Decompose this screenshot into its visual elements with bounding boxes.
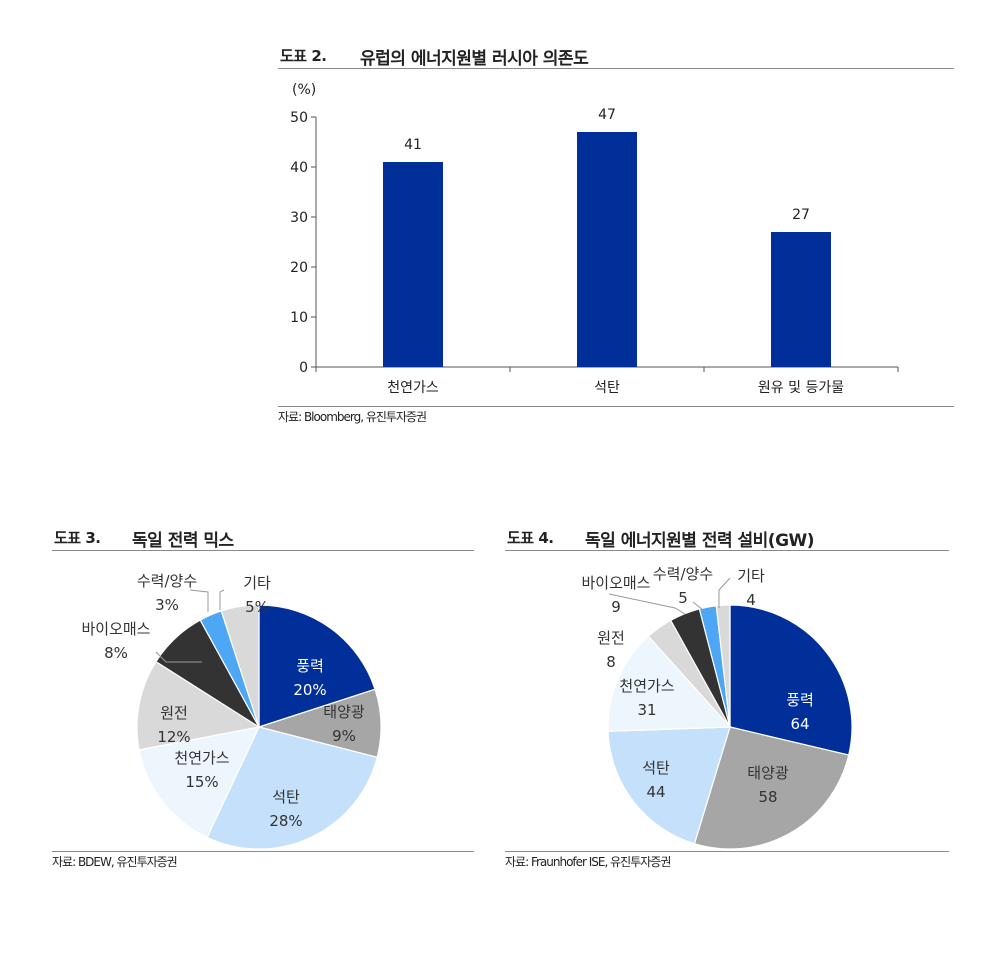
figure-4-title: 독일 에너지원별 전력 설비(GW) [585,531,815,551]
pie-slice-label: 풍력 [296,657,324,675]
pie-slice-value-label: 3% [155,596,179,614]
x-category-label: 천연가스 [387,380,439,396]
pie-chart-power-mix: 풍력 20% 태양광 9% 석탄 28% 천연가스 15% 원전 12% 바이오매스 8% 수력/양수 3… [81,572,382,850]
figure-4-header: 도표 4. 독일 에너지원별 전력 설비(GW) [505,524,949,551]
pie-slice [206,726,378,850]
pie-slice [715,604,731,728]
pie-slice-label: 천연가스 [174,749,229,767]
pie-slice-label: 천연가스 [619,677,674,695]
pie-slice-value-label: 64 [790,715,809,733]
pie-slice-label: 원전 [160,704,188,722]
pie-slice-value-label: 8% [104,644,128,662]
pie-leader-line [718,577,731,608]
figure-4: 도표 4. 독일 에너지원별 전력 설비(GW) 풍력 64 태양광 58 석탄 44 천연… [505,524,949,874]
pie-slice-label: 풍력 [786,691,814,709]
y-tick-label: 20 [290,260,308,276]
pie-slice-label: 태양광 [323,703,365,721]
pie-slice-label: 바이오매스 [81,620,150,638]
figure-3-bottom-rule [52,851,474,852]
pie-slice-value-label: 8 [606,653,616,671]
figure-2-number: 도표 2. [280,47,327,65]
pie-slice [729,604,853,756]
pie-slice-value-label: 31 [637,701,656,719]
figure-3-source: 자료: BDEW, 유진투자증권 [52,855,178,869]
pie-slice [693,726,850,850]
figure-4-bottom-rule [505,851,949,852]
figure-3-title: 독일 전력 믹스 [132,531,234,551]
bar [383,162,443,367]
pie-slice-label: 수력/양수 [653,565,713,583]
pie-slice-label: 석탄 [642,759,670,777]
pie-slice-value-label: 20% [293,681,326,699]
bar-value-label: 27 [792,207,810,223]
pie-slice-label: 수력/양수 [137,572,197,590]
pie-slice [607,635,732,732]
y-tick-label: 30 [290,210,308,226]
bar-chart: (%) 0 10 20 30 40 50 41 천연가스 47 석탄 27 원유 및 등가물 [290,82,899,396]
figure-3: 도표 3. 독일 전력 믹스 풍력 20% 태양광 9% 석탄 28% 천연가스 15% 원전 1… [52,524,474,874]
pie-slice [258,604,376,728]
pie-slice-value-label: 15% [185,773,218,791]
pie-leader-line [219,589,225,610]
pie-slice-label: 기타 [243,574,271,592]
bar-value-label: 47 [598,107,616,123]
pie-slice-label: 바이오매스 [581,574,650,592]
figure-4-source: 자료: Fraunhofer ISE, 유진투자증권 [505,855,671,869]
figure-4-number: 도표 4. [507,529,554,547]
pie-slice-value-label: 5% [245,598,269,616]
bar-unit-label: (%) [292,82,316,98]
pie-slice-label: 태양광 [747,764,789,782]
y-tick-label: 0 [299,360,308,376]
figure-2: 도표 2. 유럽의 에너지원별 러시아 의존도 (%) 0 10 20 30 40 50 41… [278,42,954,432]
pie-slice-value-label: 44 [646,783,665,801]
pie-leader-line [189,589,209,612]
figure-2-bottom-rule [278,406,954,407]
pie-leader-line [155,651,202,663]
figure-2-title: 유럽의 에너지원별 러시아 의존도 [360,49,589,69]
pie-slice [220,604,260,728]
pie-slice-value-label: 28% [269,812,302,830]
pie-leader-line [608,593,686,615]
pie-slice [607,726,731,845]
pie-leader-line [692,601,704,611]
bar-value-label: 41 [404,137,422,153]
figure-2-header: 도표 2. 유럽의 에너지원별 러시아 의존도 [278,42,954,69]
bar [577,132,637,367]
pie-slice-value-label: 9 [611,598,621,616]
y-tick-label: 40 [290,160,308,176]
y-tick-label: 50 [290,110,308,126]
pie-slice-value-label: 5 [678,589,688,607]
x-category-label: 석탄 [594,380,620,396]
pie-slice-value-label: 58 [758,788,777,806]
pie-slice-value-label: 4 [746,591,756,609]
figure-2-source: 자료: Bloomberg, 유진투자증권 [278,410,427,424]
pie-chart-capacity: 풍력 64 태양광 58 석탄 44 천연가스 31 원전 8 바이오매스 9 수력/양수 5 기타 4 [581,565,853,850]
figure-3-number: 도표 3. [54,529,101,547]
y-tick-label: 10 [290,310,308,326]
x-category-label: 원유 및 등가물 [758,380,844,396]
bar [771,232,831,367]
pie-slice-label: 원전 [597,629,625,647]
pie-slice-value-label: 12% [157,728,190,746]
pie-slice-label: 기타 [737,567,765,585]
pie-slice [138,726,261,839]
figure-3-header: 도표 3. 독일 전력 믹스 [52,524,474,551]
pie-slice [136,660,261,751]
pie-slice-value-label: 9% [332,727,356,745]
pie-slice-label: 석탄 [272,788,300,806]
